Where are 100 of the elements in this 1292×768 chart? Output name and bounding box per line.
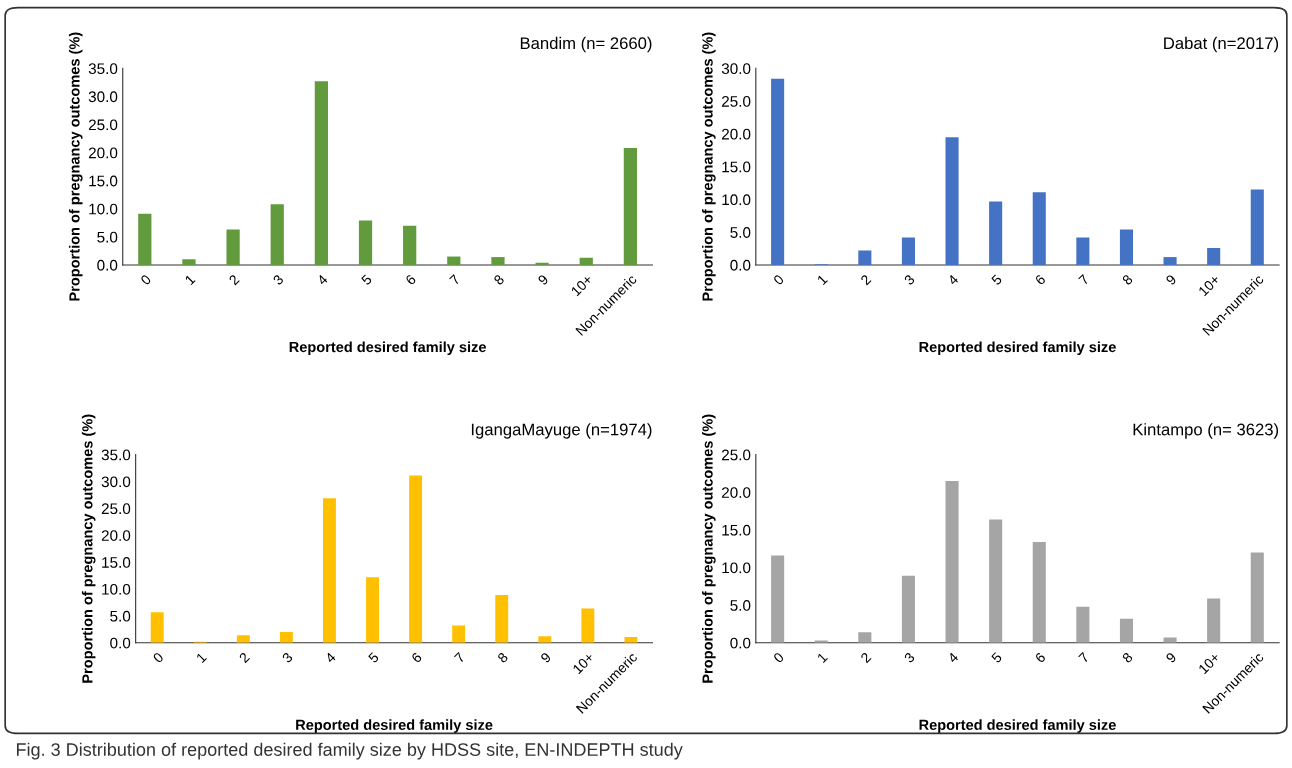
bar (491, 257, 505, 265)
caption: Fig. 3 Distribution of reported desired family size by HDSS site, EN-INDEPTH study (16, 742, 683, 760)
y-axis-title: Proportion of pregnancy outcomes (%) (81, 414, 96, 683)
bar (279, 632, 293, 643)
x-tick-label: 6 (1034, 273, 1047, 286)
x-tick-label: 3 (272, 273, 285, 286)
bar (270, 204, 284, 265)
x-tick-label: 7 (449, 274, 461, 286)
y-tick-label: 25.0 (722, 95, 751, 107)
x-tick-label: 5 (360, 274, 373, 286)
chart-title: Bandim (n= 2660) (520, 36, 652, 53)
x-tick-label: 9 (1165, 274, 1177, 286)
x-tick-label: 9 (1165, 651, 1177, 664)
x-tick-label: 6 (1034, 651, 1047, 664)
bar (1207, 598, 1221, 643)
x-axis-title: Reported desired family size (919, 341, 1116, 356)
x-tick-label: 5 (990, 274, 1003, 286)
bar (901, 575, 915, 643)
bar (1076, 237, 1090, 265)
x-tick-label: 0 (139, 273, 152, 286)
y-tick-label: 10.0 (722, 562, 751, 574)
y-axis-title: Proportion of pregnancy outcomes (%) (702, 32, 716, 301)
y-tick-label: 0.0 (730, 637, 751, 649)
y-axis-title: Proportion of pregnancy outcomes (%) (68, 32, 83, 301)
y-tick-label: 20.0 (88, 147, 118, 159)
y-tick-label: 5.0 (730, 600, 751, 611)
x-tick-label: 5 (367, 651, 380, 664)
x-tick-label: 7 (1078, 652, 1090, 664)
y-tick-label: 5.0 (730, 227, 751, 238)
bar (945, 137, 959, 265)
y-tick-label: 25.0 (88, 119, 118, 131)
x-tick-label: 0 (152, 651, 165, 664)
bar (452, 625, 466, 643)
bar (771, 555, 785, 643)
x-axis-title: Reported desired family size (296, 719, 493, 733)
bar (1119, 229, 1133, 265)
bar (1163, 257, 1177, 265)
x-tick-label: 4 (947, 651, 959, 664)
y-tick-label: 20.0 (722, 128, 751, 140)
y-tick-label: 10.0 (102, 583, 131, 595)
x-tick-label: 6 (404, 273, 417, 286)
y-tick-label: 25.0 (722, 449, 751, 461)
x-tick-label: 4 (324, 651, 337, 664)
x-tick-label: 4 (947, 273, 959, 286)
x-tick-label: 1 (195, 651, 207, 663)
bar (366, 577, 379, 643)
x-tick-label: 0 (772, 651, 785, 664)
bar (1250, 552, 1264, 643)
x-tick-label: 7 (454, 652, 466, 664)
bar (1207, 247, 1221, 265)
y-tick-label: 0.0 (97, 259, 118, 271)
bar (535, 262, 549, 265)
x-tick-label: 8 (493, 273, 505, 286)
x-tick-label: 3 (903, 273, 916, 286)
x-tick-label: 9 (540, 651, 552, 664)
bar (495, 594, 509, 643)
y-tick-label: 0.0 (110, 637, 131, 649)
x-tick-label: 0 (772, 273, 785, 286)
x-tick-label: 5 (990, 651, 1003, 664)
x-tick-label: 1 (184, 274, 196, 286)
y-tick-label: 20.0 (722, 487, 751, 498)
y-tick-label: 25.0 (101, 503, 131, 515)
x-tick-label: 2 (228, 274, 240, 286)
x-tick-label: 3 (281, 651, 294, 664)
bar (1032, 541, 1046, 643)
bar (858, 632, 872, 643)
x-tick-label: 8 (1121, 273, 1134, 286)
bar (989, 201, 1003, 265)
y-tick-label: 15.0 (722, 161, 751, 173)
bar (538, 636, 552, 643)
y-tick-label: 10.0 (722, 194, 751, 206)
y-tick-label: 30.0 (721, 63, 751, 75)
chart-title: Kintampo (n= 3623) (1133, 423, 1279, 439)
chart-title: Dabat (n=2017) (1164, 36, 1279, 53)
bar (314, 81, 329, 265)
y-tick-label: 10.0 (89, 203, 118, 215)
y-tick-label: 15.0 (102, 557, 131, 568)
y-tick-label: 15.0 (722, 524, 751, 536)
bar (989, 519, 1003, 643)
chart-title: IgangaMayuge (n=1974) (471, 423, 652, 439)
y-tick-label: 30.0 (101, 476, 131, 488)
x-tick-label: 8 (496, 651, 509, 664)
bar (403, 225, 417, 265)
x-tick-label: 2 (860, 274, 872, 286)
bar (1032, 192, 1046, 265)
y-tick-label: 15.0 (89, 175, 118, 187)
x-tick-label: 4 (316, 273, 329, 286)
bar (138, 213, 152, 265)
bar (226, 229, 240, 265)
bar (447, 256, 461, 265)
y-tick-label: 5.0 (97, 231, 118, 243)
bar (236, 635, 250, 643)
bar (409, 475, 423, 643)
x-axis-title: Reported desired family size (919, 719, 1116, 733)
bar (901, 237, 915, 265)
y-tick-label: 35.0 (101, 449, 131, 461)
y-axis-title: Proportion of pregnancy outcomes (%) (702, 414, 716, 683)
bar (858, 250, 872, 265)
x-tick-label: 1 (816, 274, 828, 286)
x-tick-label: 7 (1078, 274, 1090, 286)
